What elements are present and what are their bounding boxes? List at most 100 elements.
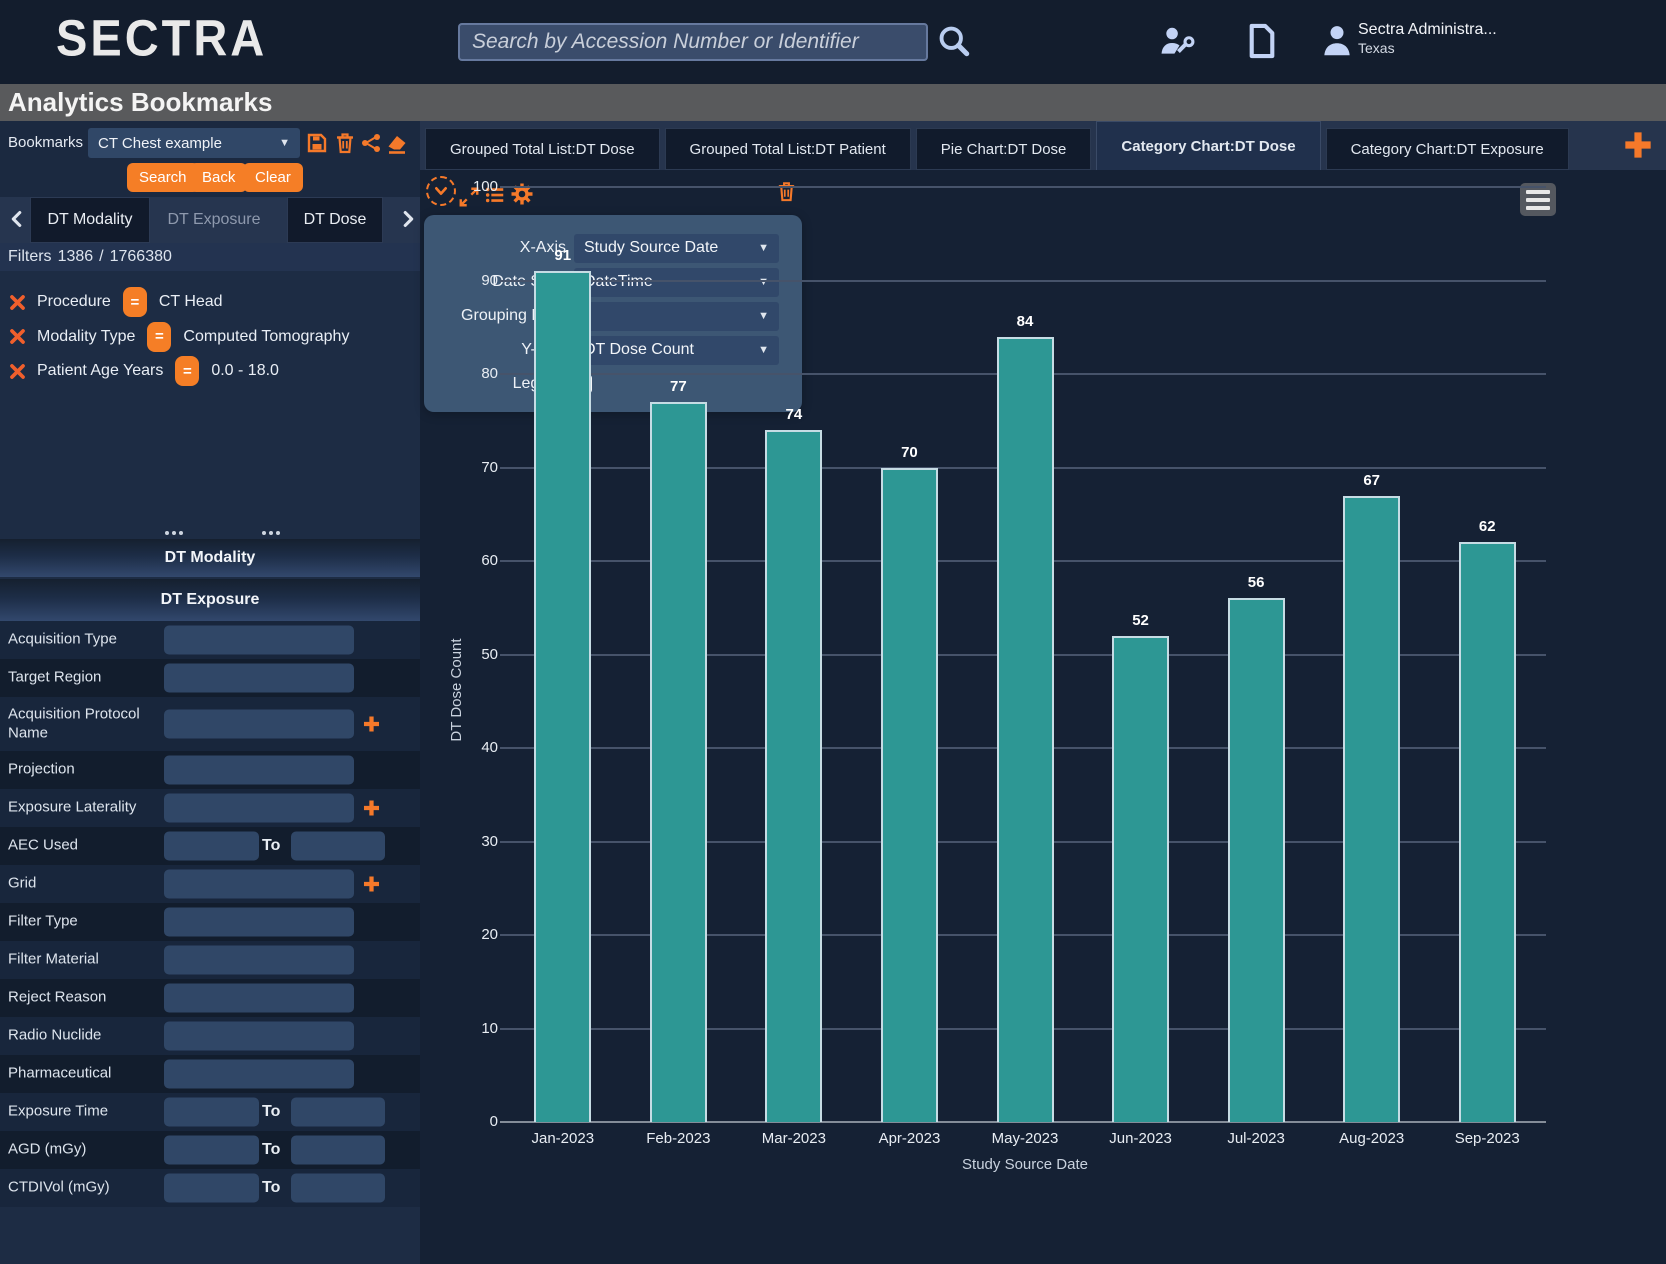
user-info[interactable]: Sectra Administra... Texas xyxy=(1358,20,1497,58)
field-input-to[interactable] xyxy=(291,1097,385,1127)
field-input[interactable] xyxy=(164,755,354,785)
range-to-label: To xyxy=(262,1179,281,1196)
remove-filter-icon[interactable] xyxy=(8,293,27,312)
filter-value: Computed Tomography xyxy=(183,327,350,345)
bar-value-label: 91 xyxy=(554,247,572,265)
y-tick-label: 90 xyxy=(481,271,498,289)
bookmark-action-back[interactable]: Back xyxy=(190,163,248,192)
view-tab[interactable]: Category Chart:DT Dose xyxy=(1096,121,1321,170)
share-bookmark-icon[interactable] xyxy=(359,131,383,155)
drag-handles[interactable] xyxy=(0,529,420,539)
admin-tools-icon[interactable] xyxy=(1158,22,1196,60)
field-input-from[interactable] xyxy=(164,1097,259,1127)
search-icon[interactable] xyxy=(936,23,972,59)
chart-bar[interactable] xyxy=(1227,598,1285,1122)
sidebar-tab-dt-modality[interactable]: DT Modality xyxy=(30,197,150,243)
view-tab[interactable]: Grouped Total List:DT Patient xyxy=(664,128,911,170)
remove-filter-icon[interactable] xyxy=(8,362,27,381)
field-input-to[interactable] xyxy=(291,1173,385,1203)
add-view-icon[interactable] xyxy=(1622,129,1654,161)
document-icon[interactable] xyxy=(1243,22,1281,60)
drag-handle-dots[interactable] xyxy=(165,531,183,535)
field-input[interactable] xyxy=(164,709,354,739)
field-input-from[interactable] xyxy=(164,1135,259,1165)
section-header-dt-exposure[interactable]: DT Exposure xyxy=(0,579,420,621)
remove-filter-icon[interactable] xyxy=(8,327,27,346)
delete-chart-icon[interactable] xyxy=(775,180,798,203)
field-input[interactable] xyxy=(164,945,354,975)
range-to-label: To xyxy=(262,1103,281,1120)
page-title: Analytics Bookmarks xyxy=(8,87,273,117)
collapse-chart-icon[interactable] xyxy=(426,176,456,206)
field-input-to[interactable] xyxy=(291,1135,385,1165)
field-input[interactable] xyxy=(164,1021,354,1051)
add-value-icon[interactable] xyxy=(362,799,381,818)
field-input[interactable] xyxy=(164,983,354,1013)
view-tab-strip: Grouped Total List:DT Dose Grouped Total … xyxy=(420,121,1666,170)
filter-operator-badge[interactable]: = xyxy=(175,356,200,386)
settings-select-x-axis[interactable]: Study Source Date ▼ xyxy=(574,233,779,263)
field-input[interactable] xyxy=(164,869,354,899)
y-tick-label: 30 xyxy=(481,832,498,850)
field-label: Exposure Time xyxy=(8,1102,109,1120)
settings-select-date-style[interactable]: DateTime ▼ xyxy=(574,267,779,297)
filter-field-row: Acquisition Protocol Name xyxy=(0,697,420,751)
erase-bookmark-icon[interactable] xyxy=(385,131,409,155)
bookmark-action-clear[interactable]: Clear xyxy=(243,163,303,192)
tabs-scroll-right-icon[interactable] xyxy=(397,208,419,230)
chart-bar[interactable] xyxy=(765,430,823,1122)
section-header-dt-modality[interactable]: DT Modality xyxy=(0,539,420,577)
tabs-scroll-left-icon[interactable] xyxy=(6,208,28,230)
chart-bar[interactable] xyxy=(649,402,707,1122)
add-value-icon[interactable] xyxy=(362,715,381,734)
title-bar: Analytics Bookmarks xyxy=(0,84,1666,121)
sidebar-tab-label: DT Dose xyxy=(303,211,367,228)
global-search-input[interactable] xyxy=(458,23,928,61)
chart-bar[interactable] xyxy=(880,467,938,1122)
chart-bar[interactable] xyxy=(1112,635,1170,1122)
view-tab[interactable]: Category Chart:DT Exposure xyxy=(1325,128,1569,170)
field-input[interactable] xyxy=(164,1059,354,1089)
sidebar-tab-dt-dose[interactable]: DT Dose xyxy=(287,197,383,243)
view-tab-label: Category Chart:DT Dose xyxy=(1121,137,1296,155)
bookmarks-label: Bookmarks xyxy=(8,134,84,151)
settings-select-grouping-field[interactable]: ▼ xyxy=(574,301,779,331)
chevron-down-icon: ▼ xyxy=(758,242,769,254)
bookmark-action-search[interactable]: Search xyxy=(127,163,199,192)
chart-list-icon[interactable] xyxy=(484,184,506,206)
field-input[interactable] xyxy=(164,907,354,937)
chart-menu-icon[interactable] xyxy=(1520,183,1556,216)
add-value-icon[interactable] xyxy=(362,875,381,894)
field-label: Acquisition Protocol Name xyxy=(8,705,140,741)
chart-bar[interactable] xyxy=(1343,495,1401,1122)
bookmark-select[interactable]: CT Chest example ▼ xyxy=(88,128,300,158)
sidebar-tab-dt-exposure[interactable]: DT Exposure xyxy=(152,197,276,243)
field-input-from[interactable] xyxy=(164,831,259,861)
view-tab[interactable]: Pie Chart:DT Dose xyxy=(915,128,1092,170)
delete-bookmark-icon[interactable] xyxy=(333,131,357,155)
chart-bar[interactable] xyxy=(996,336,1054,1122)
filter-field-label: Patient Age Years xyxy=(37,362,164,379)
sidebar-tab-label: DT Exposure xyxy=(167,211,261,228)
save-bookmark-icon[interactable] xyxy=(305,131,329,155)
field-input[interactable] xyxy=(164,663,354,693)
chart-bar[interactable] xyxy=(1458,542,1516,1122)
drag-handle-dots[interactable] xyxy=(262,531,280,535)
filter-operator-badge[interactable]: = xyxy=(122,287,147,317)
x-tick-label: Feb-2023 xyxy=(646,1130,711,1147)
filter-value: 0.0 - 18.0 xyxy=(211,362,279,379)
view-tab[interactable]: Grouped Total List:DT Dose xyxy=(425,128,660,170)
user-avatar-icon[interactable] xyxy=(1318,22,1356,60)
filter-operator-badge[interactable]: = xyxy=(147,321,172,352)
chart-settings-icon[interactable] xyxy=(510,182,534,206)
field-input-to[interactable] xyxy=(291,831,385,861)
field-label: Acquisition Type xyxy=(8,630,117,648)
settings-row: Grouping Field ▼ xyxy=(424,299,802,333)
field-input[interactable] xyxy=(164,625,354,655)
settings-select-y-axis[interactable]: DT Dose Count ▼ xyxy=(574,335,779,365)
field-input[interactable] xyxy=(164,793,354,823)
field-input-from[interactable] xyxy=(164,1173,259,1203)
filter-field-row: Projection xyxy=(0,751,420,789)
chart-bar[interactable] xyxy=(534,271,592,1122)
resize-chart-icon[interactable] xyxy=(458,186,480,208)
